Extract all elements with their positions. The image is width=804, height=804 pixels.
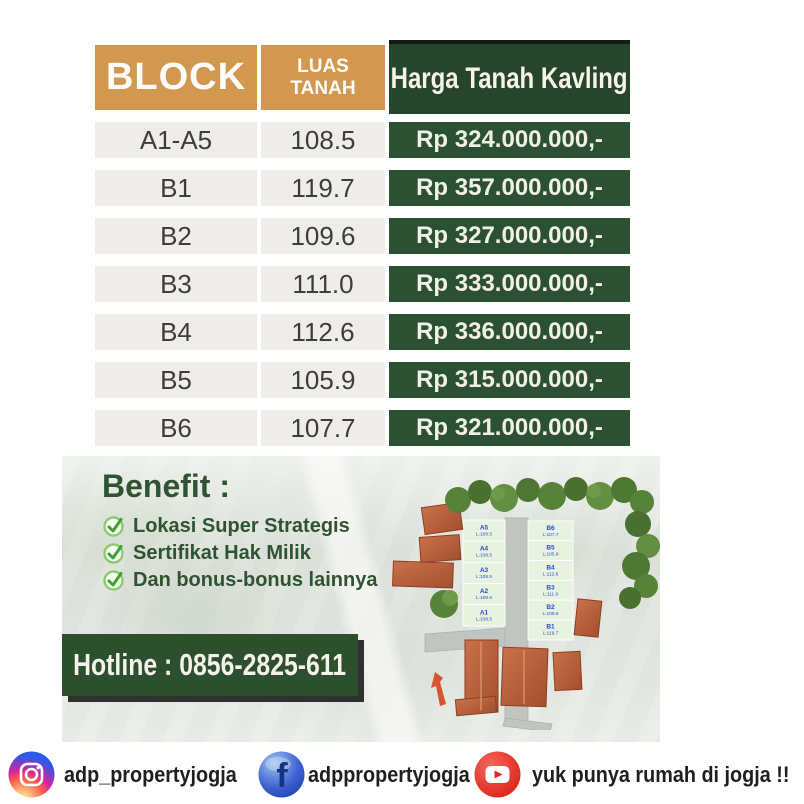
check-icon xyxy=(103,543,124,564)
header-harga-label: Harga Tanah Kavling xyxy=(391,62,628,95)
lot-label: B2 xyxy=(546,604,555,611)
lot-area-label: L:108.5 xyxy=(476,616,492,622)
siteplan-lots-right xyxy=(527,520,574,641)
check-icon xyxy=(103,570,124,591)
row-block: B3 xyxy=(95,266,257,302)
row-luas: 107.7 xyxy=(261,410,385,446)
lot-area-label: L:105.9 xyxy=(542,552,558,558)
lot-label: A3 xyxy=(480,567,489,574)
row-harga: Rp 321.000.000,- xyxy=(389,410,630,446)
row-block: B5 xyxy=(95,362,257,398)
header-luas-tanah: LUAS TANAH xyxy=(261,45,385,110)
header-luas-tanah-label: LUAS TANAH xyxy=(290,56,356,99)
siteplan-marker xyxy=(431,672,446,706)
hotline-banner[interactable]: Hotline : 0856-2825-611 xyxy=(62,634,358,696)
siteplan-map: A5 L:108.5 A4 L:108.5 A3 L:108.5 A2 L:10… xyxy=(392,477,660,730)
row-block: B1 xyxy=(95,170,257,206)
lot-label: A2 xyxy=(480,588,489,595)
row-luas: 111.0 xyxy=(261,266,385,302)
youtube-tagline[interactable]: yuk punya rumah di jogja !! xyxy=(532,751,804,798)
svg-text:f: f xyxy=(276,757,288,795)
instagram-handle[interactable]: adp_propertyjogja xyxy=(64,751,256,798)
row-luas: 105.9 xyxy=(261,362,385,398)
row-block: B4 xyxy=(95,314,257,350)
hotline-number[interactable]: Hotline : 0856-2825-611 xyxy=(73,647,347,682)
row-luas: 112.6 xyxy=(261,314,385,350)
facebook-handle-text[interactable]: adppropertyjogja xyxy=(308,761,470,787)
row-harga: Rp 327.000.000,- xyxy=(389,218,630,254)
benefit-item-label: Lokasi Super Strategis xyxy=(133,514,350,537)
lot-label: B6 xyxy=(546,525,555,532)
lot-area-label: L:112.6 xyxy=(543,572,559,578)
lot-area-label: L:107.7 xyxy=(542,532,558,538)
lot-area-label: L:108.5 xyxy=(476,553,492,559)
header-block: BLOCK xyxy=(95,45,257,110)
aerial-photo: A5 L:108.5 A4 L:108.5 A3 L:108.5 A2 L:10… xyxy=(62,456,660,742)
siteplan-lots-left xyxy=(462,519,506,627)
youtube-tagline-text[interactable]: yuk punya rumah di jogja !! xyxy=(532,761,790,787)
lot-area-label: L:108.5 xyxy=(476,574,492,580)
instagram-handle-text[interactable]: adp_propertyjogja xyxy=(64,761,237,787)
lot-area-label: L:119.7 xyxy=(543,631,559,637)
row-block: B2 xyxy=(95,218,257,254)
row-harga: Rp 324.000.000,- xyxy=(389,122,630,158)
benefit-item-label: Dan bonus-bonus lainnya xyxy=(133,568,378,591)
lot-area-label: L:109.6 xyxy=(542,611,558,617)
siteplan-roof-ridges xyxy=(480,642,525,710)
check-icon xyxy=(103,516,124,537)
youtube-icon[interactable] xyxy=(474,751,521,798)
siteplan-trees xyxy=(430,477,660,618)
benefit-title: Benefit : xyxy=(102,468,230,504)
instagram-icon[interactable] xyxy=(8,751,55,798)
benefit-item: Lokasi Super Strategis xyxy=(102,514,377,538)
row-luas: 109.6 xyxy=(261,218,385,254)
siteplan-lot-labels: A5 L:108.5 A4 L:108.5 A3 L:108.5 A2 L:10… xyxy=(476,525,559,637)
row-harga: Rp 315.000.000,- xyxy=(389,362,630,398)
lot-label: A4 xyxy=(480,546,489,553)
price-table: BLOCK LUAS TANAH Harga Tanah Kavling A1-… xyxy=(95,40,630,446)
facebook-icon[interactable]: f xyxy=(258,751,305,798)
row-harga: Rp 336.000.000,- xyxy=(389,314,630,350)
row-block: A1-A5 xyxy=(95,122,257,158)
benefit-section: Benefit : Lokasi Super Strategis Sertifi… xyxy=(102,468,377,592)
row-luas: 119.7 xyxy=(261,170,385,206)
lot-area-label: L:108.5 xyxy=(476,532,492,538)
benefit-item: Dan bonus-bonus lainnya xyxy=(102,568,377,592)
lot-label: B5 xyxy=(546,545,555,552)
lot-label: B4 xyxy=(546,565,555,572)
lot-label: A1 xyxy=(480,609,489,616)
lot-label: B1 xyxy=(546,624,555,631)
lot-area-label: L:108.5 xyxy=(476,595,492,601)
row-harga: Rp 357.000.000,- xyxy=(389,170,630,206)
lot-area-label: L:111.0 xyxy=(543,591,559,597)
row-luas: 108.5 xyxy=(261,122,385,158)
header-harga: Harga Tanah Kavling xyxy=(389,40,630,114)
benefit-item: Sertifikat Hak Milik xyxy=(102,541,377,565)
lot-label: B3 xyxy=(546,584,555,591)
row-harga: Rp 333.000.000,- xyxy=(389,266,630,302)
benefit-item-label: Sertifikat Hak Milik xyxy=(133,541,311,564)
lot-label: A5 xyxy=(480,525,489,532)
row-block: B6 xyxy=(95,410,257,446)
facebook-handle[interactable]: adppropertyjogja xyxy=(308,751,488,798)
